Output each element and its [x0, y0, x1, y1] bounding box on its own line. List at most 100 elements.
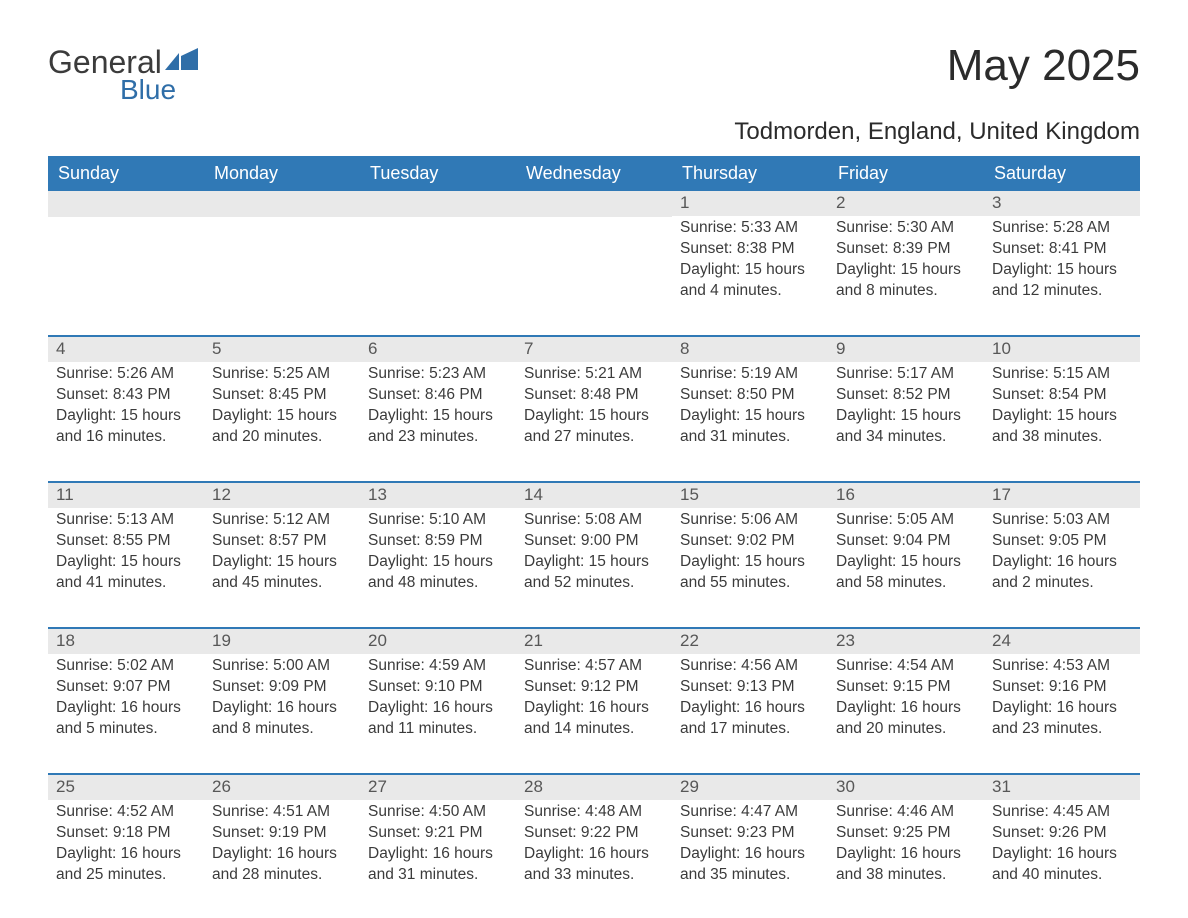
empty-day: [360, 191, 516, 217]
day-number: 16: [828, 483, 984, 508]
day-number: 9: [828, 337, 984, 362]
day-cell: 25Sunrise: 4:52 AMSunset: 9:18 PMDayligh…: [48, 775, 204, 901]
day-cell: [48, 191, 204, 317]
calendar-body: 1Sunrise: 5:33 AMSunset: 8:38 PMDaylight…: [48, 191, 1140, 901]
day-content: Sunrise: 5:03 AMSunset: 9:05 PMDaylight:…: [984, 508, 1140, 600]
week-row: 18Sunrise: 5:02 AMSunset: 9:07 PMDayligh…: [48, 627, 1140, 755]
day-content: Sunrise: 5:33 AMSunset: 8:38 PMDaylight:…: [672, 216, 828, 308]
day-number: 26: [204, 775, 360, 800]
day-cell: [516, 191, 672, 317]
day-content: Sunrise: 5:19 AMSunset: 8:50 PMDaylight:…: [672, 362, 828, 454]
day-number: 18: [48, 629, 204, 654]
day-cell: 11Sunrise: 5:13 AMSunset: 8:55 PMDayligh…: [48, 483, 204, 609]
day-content: Sunrise: 4:56 AMSunset: 9:13 PMDaylight:…: [672, 654, 828, 746]
flag-icon: [165, 48, 199, 75]
day-number: 14: [516, 483, 672, 508]
day-cell: 14Sunrise: 5:08 AMSunset: 9:00 PMDayligh…: [516, 483, 672, 609]
day-cell: 16Sunrise: 5:05 AMSunset: 9:04 PMDayligh…: [828, 483, 984, 609]
day-cell: 4Sunrise: 5:26 AMSunset: 8:43 PMDaylight…: [48, 337, 204, 463]
day-cell: 20Sunrise: 4:59 AMSunset: 9:10 PMDayligh…: [360, 629, 516, 755]
day-number: 3: [984, 191, 1140, 216]
weekday-label: Sunday: [48, 156, 204, 191]
day-number: 1: [672, 191, 828, 216]
day-cell: 30Sunrise: 4:46 AMSunset: 9:25 PMDayligh…: [828, 775, 984, 901]
day-number: 4: [48, 337, 204, 362]
day-cell: 21Sunrise: 4:57 AMSunset: 9:12 PMDayligh…: [516, 629, 672, 755]
day-content: Sunrise: 5:30 AMSunset: 8:39 PMDaylight:…: [828, 216, 984, 308]
day-cell: 28Sunrise: 4:48 AMSunset: 9:22 PMDayligh…: [516, 775, 672, 901]
day-number: 29: [672, 775, 828, 800]
day-content: Sunrise: 4:54 AMSunset: 9:15 PMDaylight:…: [828, 654, 984, 746]
day-number: 17: [984, 483, 1140, 508]
day-number: 27: [360, 775, 516, 800]
day-content: Sunrise: 4:51 AMSunset: 9:19 PMDaylight:…: [204, 800, 360, 892]
day-content: Sunrise: 5:00 AMSunset: 9:09 PMDaylight:…: [204, 654, 360, 746]
title-block: May 2025: [947, 40, 1140, 88]
day-content: Sunrise: 4:59 AMSunset: 9:10 PMDaylight:…: [360, 654, 516, 746]
day-cell: 2Sunrise: 5:30 AMSunset: 8:39 PMDaylight…: [828, 191, 984, 317]
day-content: Sunrise: 5:05 AMSunset: 9:04 PMDaylight:…: [828, 508, 984, 600]
location: Todmorden, England, United Kingdom: [48, 118, 1140, 146]
day-cell: 17Sunrise: 5:03 AMSunset: 9:05 PMDayligh…: [984, 483, 1140, 609]
day-cell: 8Sunrise: 5:19 AMSunset: 8:50 PMDaylight…: [672, 337, 828, 463]
day-content: Sunrise: 5:12 AMSunset: 8:57 PMDaylight:…: [204, 508, 360, 600]
day-number: 13: [360, 483, 516, 508]
weekday-label: Monday: [204, 156, 360, 191]
header: General Blue May 2025: [48, 40, 1140, 104]
day-cell: 3Sunrise: 5:28 AMSunset: 8:41 PMDaylight…: [984, 191, 1140, 317]
day-cell: 22Sunrise: 4:56 AMSunset: 9:13 PMDayligh…: [672, 629, 828, 755]
day-content: Sunrise: 5:17 AMSunset: 8:52 PMDaylight:…: [828, 362, 984, 454]
day-cell: 10Sunrise: 5:15 AMSunset: 8:54 PMDayligh…: [984, 337, 1140, 463]
day-cell: 23Sunrise: 4:54 AMSunset: 9:15 PMDayligh…: [828, 629, 984, 755]
day-number: 6: [360, 337, 516, 362]
day-number: 30: [828, 775, 984, 800]
day-cell: 6Sunrise: 5:23 AMSunset: 8:46 PMDaylight…: [360, 337, 516, 463]
day-content: Sunrise: 5:02 AMSunset: 9:07 PMDaylight:…: [48, 654, 204, 746]
week-row: 1Sunrise: 5:33 AMSunset: 8:38 PMDaylight…: [48, 191, 1140, 317]
week-row: 11Sunrise: 5:13 AMSunset: 8:55 PMDayligh…: [48, 481, 1140, 609]
day-cell: 27Sunrise: 4:50 AMSunset: 9:21 PMDayligh…: [360, 775, 516, 901]
day-cell: 29Sunrise: 4:47 AMSunset: 9:23 PMDayligh…: [672, 775, 828, 901]
day-number: 11: [48, 483, 204, 508]
day-cell: 24Sunrise: 4:53 AMSunset: 9:16 PMDayligh…: [984, 629, 1140, 755]
day-content: Sunrise: 5:28 AMSunset: 8:41 PMDaylight:…: [984, 216, 1140, 308]
weekday-label: Friday: [828, 156, 984, 191]
day-number: 23: [828, 629, 984, 654]
day-number: 15: [672, 483, 828, 508]
day-cell: 1Sunrise: 5:33 AMSunset: 8:38 PMDaylight…: [672, 191, 828, 317]
day-cell: 7Sunrise: 5:21 AMSunset: 8:48 PMDaylight…: [516, 337, 672, 463]
day-number: 20: [360, 629, 516, 654]
day-number: 5: [204, 337, 360, 362]
day-number: 10: [984, 337, 1140, 362]
day-content: Sunrise: 5:23 AMSunset: 8:46 PMDaylight:…: [360, 362, 516, 454]
day-content: Sunrise: 5:26 AMSunset: 8:43 PMDaylight:…: [48, 362, 204, 454]
day-number: 19: [204, 629, 360, 654]
day-number: 12: [204, 483, 360, 508]
day-number: 21: [516, 629, 672, 654]
day-content: Sunrise: 4:48 AMSunset: 9:22 PMDaylight:…: [516, 800, 672, 892]
weekday-label: Saturday: [984, 156, 1140, 191]
day-content: Sunrise: 4:52 AMSunset: 9:18 PMDaylight:…: [48, 800, 204, 892]
day-number: 31: [984, 775, 1140, 800]
day-content: Sunrise: 4:53 AMSunset: 9:16 PMDaylight:…: [984, 654, 1140, 746]
day-number: 2: [828, 191, 984, 216]
empty-day: [516, 191, 672, 217]
week-row: 4Sunrise: 5:26 AMSunset: 8:43 PMDaylight…: [48, 335, 1140, 463]
day-content: Sunrise: 4:57 AMSunset: 9:12 PMDaylight:…: [516, 654, 672, 746]
day-content: Sunrise: 4:50 AMSunset: 9:21 PMDaylight:…: [360, 800, 516, 892]
day-cell: 31Sunrise: 4:45 AMSunset: 9:26 PMDayligh…: [984, 775, 1140, 901]
weekday-label: Thursday: [672, 156, 828, 191]
weekday-label: Wednesday: [516, 156, 672, 191]
day-cell: [360, 191, 516, 317]
day-cell: 13Sunrise: 5:10 AMSunset: 8:59 PMDayligh…: [360, 483, 516, 609]
day-number: 8: [672, 337, 828, 362]
calendar: SundayMondayTuesdayWednesdayThursdayFrid…: [48, 156, 1140, 901]
day-cell: 5Sunrise: 5:25 AMSunset: 8:45 PMDaylight…: [204, 337, 360, 463]
day-content: Sunrise: 4:46 AMSunset: 9:25 PMDaylight:…: [828, 800, 984, 892]
day-content: Sunrise: 5:10 AMSunset: 8:59 PMDaylight:…: [360, 508, 516, 600]
day-content: Sunrise: 5:06 AMSunset: 9:02 PMDaylight:…: [672, 508, 828, 600]
day-content: Sunrise: 4:45 AMSunset: 9:26 PMDaylight:…: [984, 800, 1140, 892]
day-content: Sunrise: 5:15 AMSunset: 8:54 PMDaylight:…: [984, 362, 1140, 454]
day-cell: 9Sunrise: 5:17 AMSunset: 8:52 PMDaylight…: [828, 337, 984, 463]
day-content: Sunrise: 5:08 AMSunset: 9:00 PMDaylight:…: [516, 508, 672, 600]
